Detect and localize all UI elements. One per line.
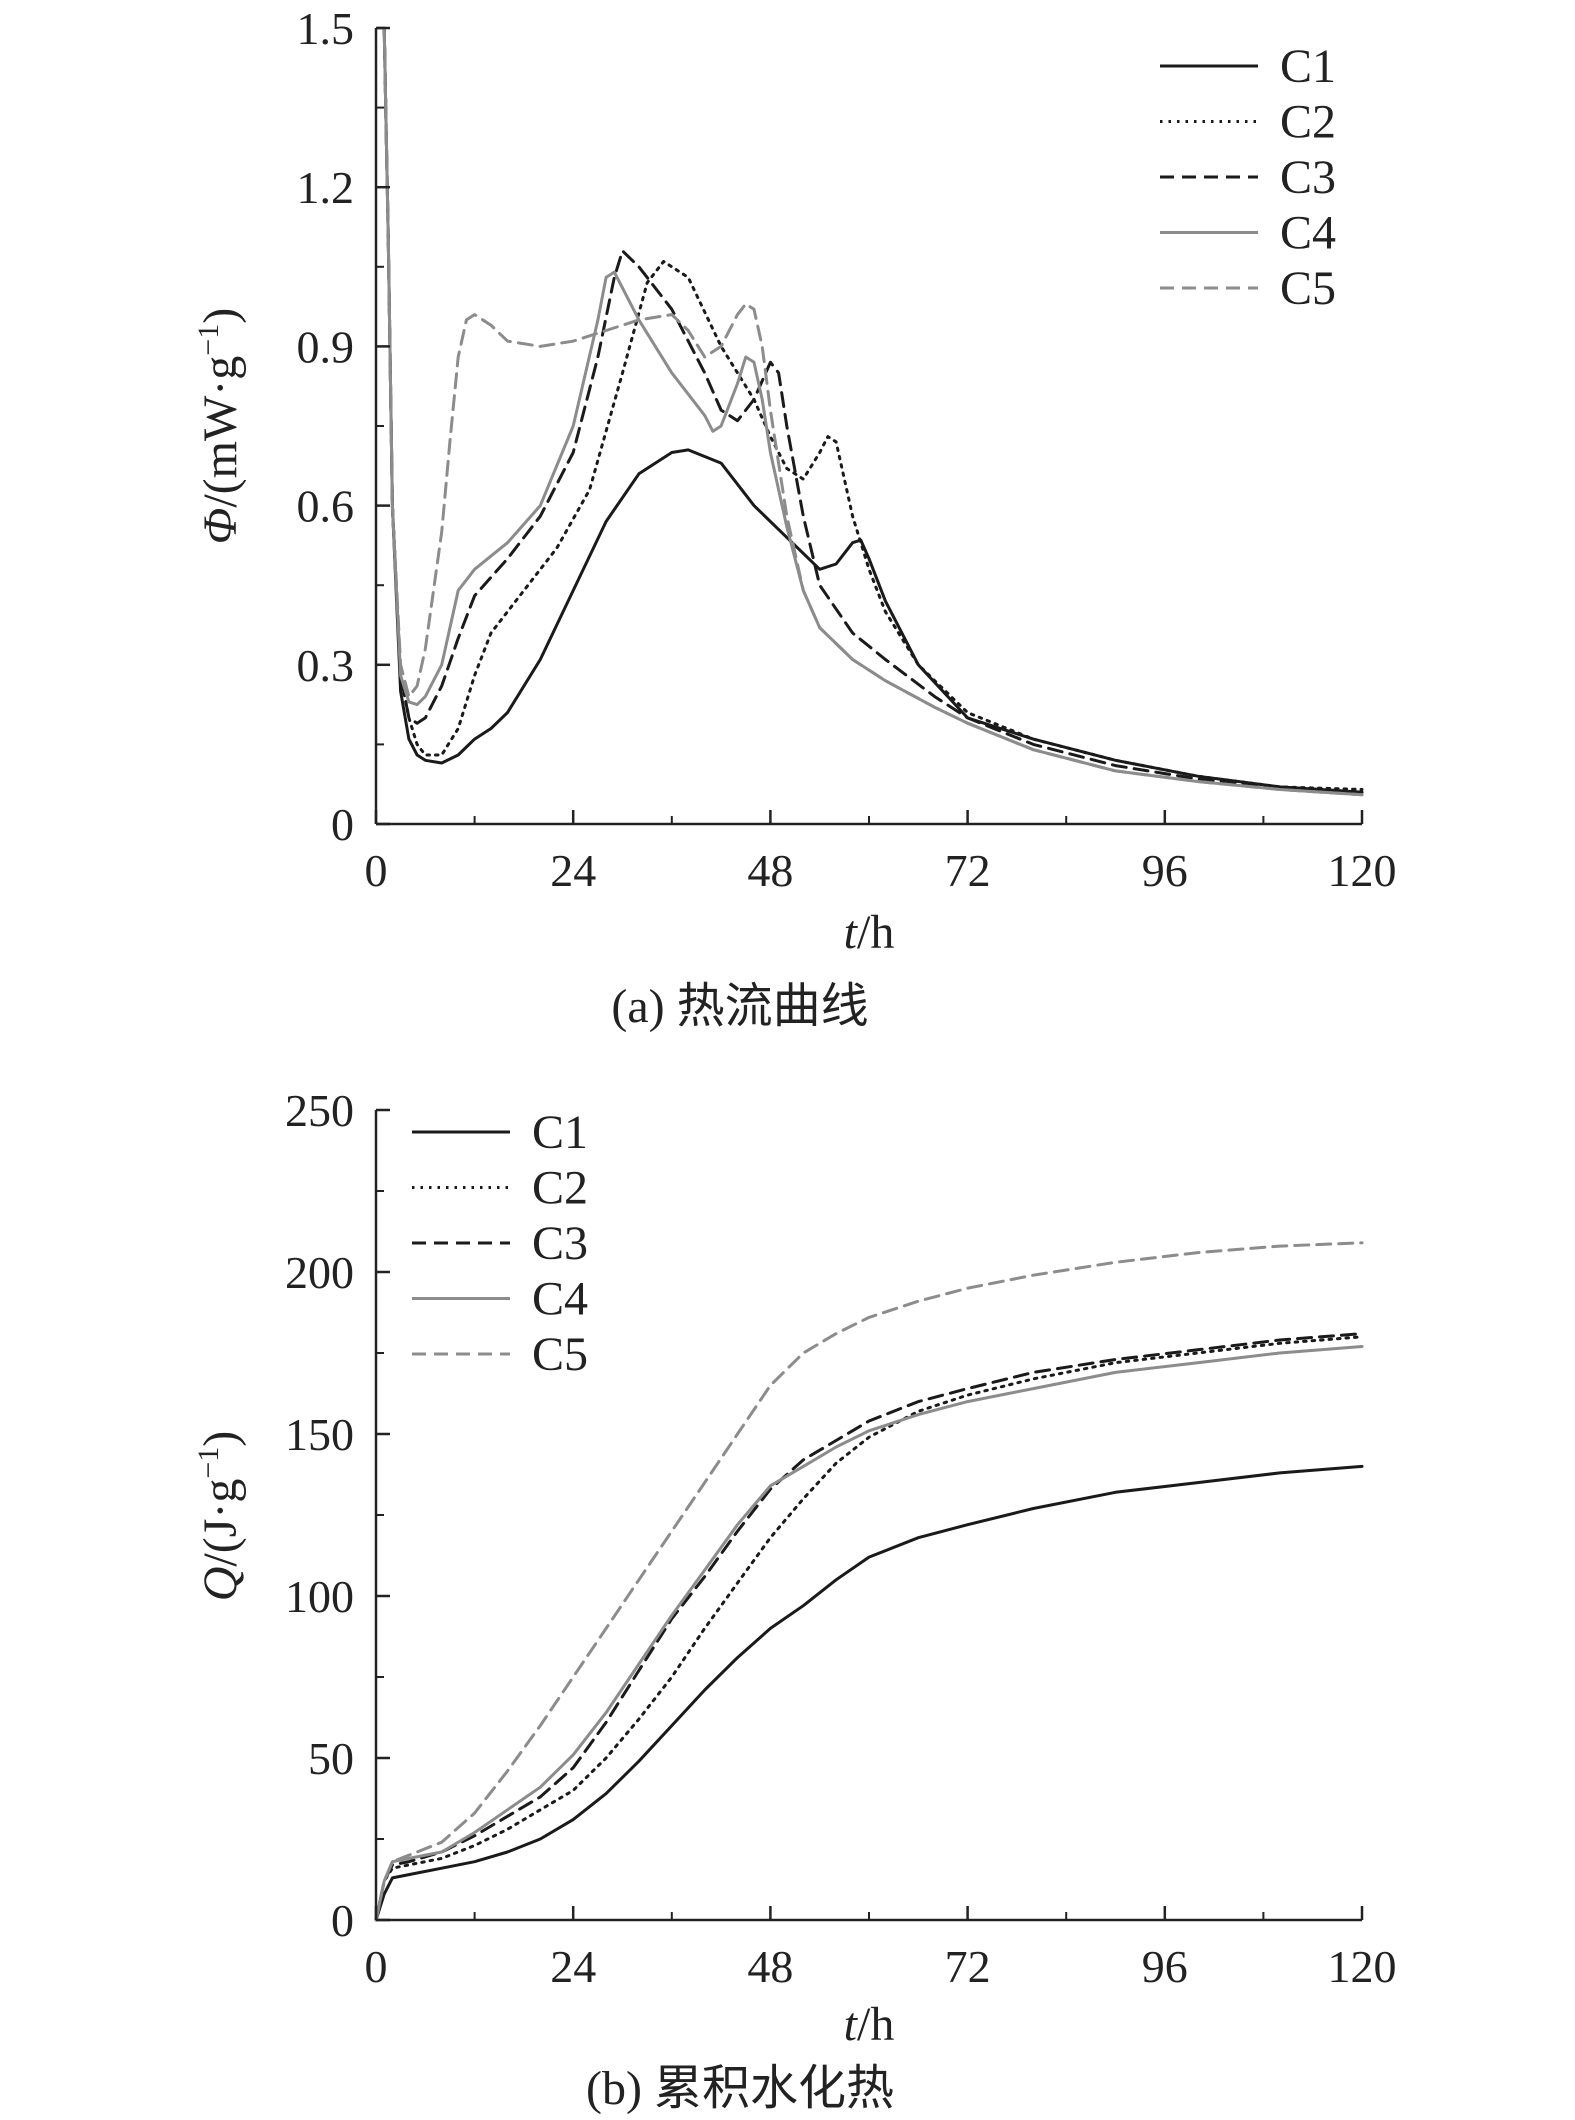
legend-label-c3: C3 [532, 1217, 588, 1270]
x-tick-label: 48 [747, 845, 793, 896]
x-tick-label: 120 [1328, 1941, 1397, 1992]
series-line-c3 [374, 1332, 1364, 1922]
y-tick-label: 1.5 [297, 3, 355, 54]
x-tick-label: 48 [747, 1941, 793, 1992]
y-tick-label: 0.6 [297, 481, 355, 532]
y-axis-label: Q/(J·g−1) [192, 1431, 247, 1602]
y-tick-label: 0 [331, 799, 354, 850]
legend-label-c4: C4 [532, 1273, 588, 1326]
x-tick-label: 0 [365, 1941, 388, 1992]
series-line-c1 [377, 26, 1364, 794]
y-axis-label: Φ/(mW·g−1) [192, 308, 247, 544]
series-line-c3 [377, 26, 1364, 794]
x-tick-label: 24 [550, 845, 596, 896]
legend-label-c5: C5 [1280, 262, 1336, 315]
axis-ticks: 0 24 48 72 96 120 0 0.3 0.6 0.9 1.2 1.5 [297, 3, 1397, 896]
y-tick-label: 0.3 [297, 640, 355, 691]
series-line-c4 [374, 1345, 1364, 1922]
x-tick-label: 72 [945, 845, 991, 896]
axis-ticks: 0 24 48 72 96 120 0 50 100 150 200 250 [285, 1085, 1397, 1992]
legend-label-c5: C5 [532, 1328, 588, 1381]
y-tick-label: 200 [285, 1247, 354, 1298]
series-line-c2 [377, 26, 1364, 791]
legend-label-c4: C4 [1280, 207, 1336, 260]
y-tick-label: 0 [331, 1895, 354, 1946]
caption: (a) 热流曲线 [611, 980, 868, 1033]
x-tick-label: 0 [365, 845, 388, 896]
x-tick-label: 96 [1142, 1941, 1188, 1992]
legend-label-c2: C2 [1280, 96, 1336, 149]
x-axis-label: t/h [844, 1998, 895, 2051]
x-tick-label: 24 [550, 1941, 596, 1992]
series-line-c1 [374, 1464, 1364, 1922]
x-tick-label: 120 [1328, 845, 1397, 896]
x-axis-label: t/h [844, 906, 895, 959]
heat-flow-lines [377, 26, 1364, 797]
y-tick-label: 0.9 [297, 321, 355, 372]
x-tick-label: 72 [945, 1941, 991, 1992]
cumulative-heat-lines [374, 1241, 1364, 1922]
x-tick-label: 96 [1142, 845, 1188, 896]
caption: (b) 累积水化热 [586, 2062, 894, 2115]
legend-label-c3: C3 [1280, 151, 1336, 204]
y-tick-label: 1.2 [297, 162, 355, 213]
y-tick-label: 50 [308, 1733, 354, 1784]
y-tick-label: 100 [285, 1571, 354, 1622]
legend-label-c1: C1 [532, 1106, 588, 1159]
legend-label-c2: C2 [532, 1162, 588, 1215]
y-tick-label: 250 [285, 1085, 354, 1136]
legend-label-c1: C1 [1280, 40, 1336, 93]
series-line-c5 [374, 1241, 1364, 1922]
y-tick-label: 150 [285, 1409, 354, 1460]
series-line-c2 [374, 1335, 1364, 1922]
series-line-c5 [377, 26, 1364, 797]
